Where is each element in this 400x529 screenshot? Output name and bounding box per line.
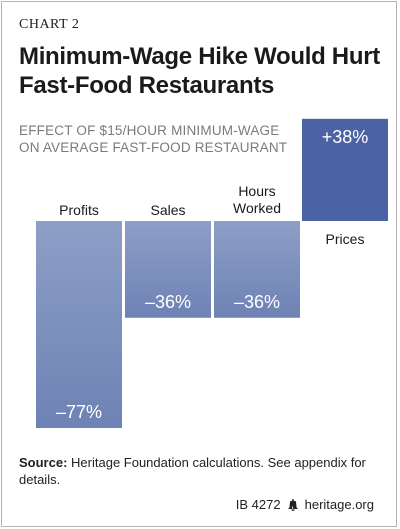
bar-sales [125,221,211,318]
category-label-profits: Profits [59,202,99,218]
source-note: Source: Heritage Foundation calculations… [19,454,389,488]
value-label-prices: +38% [322,127,369,147]
source-text: Heritage Foundation calculations. See ap… [19,455,366,487]
chart-subtitle: EFFECT OF $15/HOUR MINIMUM-WAGE ON AVERA… [19,123,288,155]
website-link[interactable]: heritage.org [304,497,374,512]
category-label-prices: Prices [326,231,365,247]
bar-hours-worked [214,221,300,318]
liberty-bell-icon [287,498,298,511]
category-label-hours-worked: Hours Worked [233,183,281,216]
value-label-hours-worked: –36% [234,292,280,312]
chart-title: Minimum-Wage Hike Would Hurt Fast-Food R… [19,43,380,99]
chart-number: CHART 2 [19,17,80,32]
source-label: Source: [19,455,68,470]
footer: IB 4272 heritage.org [236,497,374,512]
bar-prices [302,118,388,221]
value-label-profits: –77% [56,402,102,422]
publication-id: IB 4272 [235,497,281,512]
value-label-sales: –36% [145,292,191,312]
bar-profits [36,221,122,428]
category-label-sales: Sales [150,202,185,218]
